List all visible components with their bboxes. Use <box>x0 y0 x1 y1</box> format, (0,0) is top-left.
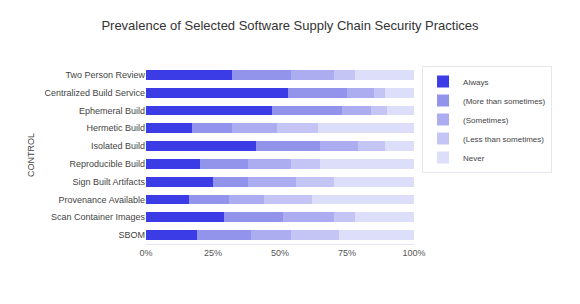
svg-text:Two Person Review: Two Person Review <box>65 70 145 80</box>
svg-text:(Less than sometimes): (Less than sometimes) <box>463 135 544 144</box>
svg-text:Prevalence of Selected Softwar: Prevalence of Selected Software Supply C… <box>101 18 479 33</box>
svg-text:0%: 0% <box>139 248 152 258</box>
svg-text:Sign Built Artifacts: Sign Built Artifacts <box>72 177 145 187</box>
svg-text:(Sometimes): (Sometimes) <box>463 116 509 125</box>
svg-text:Centralized Build Service: Centralized Build Service <box>44 88 145 98</box>
svg-text:Reproducible Build: Reproducible Build <box>69 159 145 169</box>
svg-text:25%: 25% <box>204 248 222 258</box>
svg-text:SBOM: SBOM <box>118 230 145 240</box>
svg-text:CONTROL: CONTROL <box>26 133 36 177</box>
svg-text:(More than sometimes): (More than sometimes) <box>463 97 546 106</box>
svg-text:Isolated Build: Isolated Build <box>91 141 145 151</box>
svg-text:50%: 50% <box>271 248 289 258</box>
svg-text:Scan Container Images: Scan Container Images <box>51 212 146 222</box>
svg-text:Never: Never <box>463 154 485 163</box>
svg-text:Provenance Available: Provenance Available <box>59 195 145 205</box>
svg-text:75%: 75% <box>338 248 356 258</box>
svg-text:100%: 100% <box>402 248 425 258</box>
svg-text:Always: Always <box>463 78 488 87</box>
svg-text:Ephemeral Build: Ephemeral Build <box>79 106 145 116</box>
svg-text:Hermetic Build: Hermetic Build <box>86 123 145 133</box>
